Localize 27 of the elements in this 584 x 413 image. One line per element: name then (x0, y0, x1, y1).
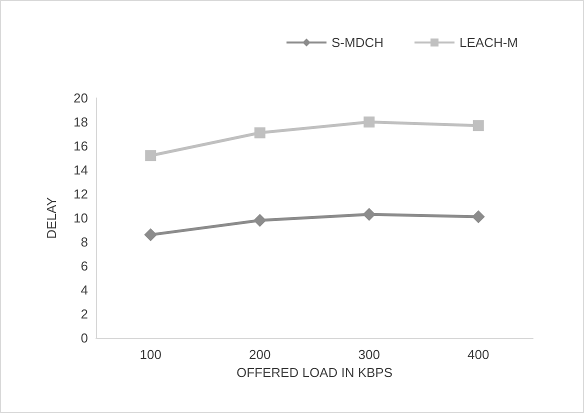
y-tick-label: 12 (74, 186, 88, 202)
y-tick-label: 14 (74, 162, 88, 178)
y-tick-label: 0 (80, 330, 88, 346)
point (472, 210, 485, 224)
x-tick-label: 100 (140, 347, 162, 362)
x-tick-label: 400 (468, 347, 490, 362)
x-tick-label: 300 (358, 347, 380, 362)
y-tick-label: 8 (80, 234, 88, 250)
y-tick-label: 4 (80, 282, 88, 298)
y-tick-label: 2 (80, 306, 88, 322)
legend-label: LEACH-M (459, 35, 518, 50)
legend-label: S-MDCH (332, 35, 384, 50)
x-tick-label: 200 (249, 347, 271, 362)
point (253, 214, 266, 227)
point (144, 228, 158, 242)
point (362, 208, 376, 221)
y-tick-label: 10 (74, 210, 88, 226)
point (472, 120, 484, 132)
y-tick-label: 6 (80, 258, 88, 274)
y-tick-label: 20 (74, 90, 88, 106)
y-axis-title: DELAY (44, 196, 59, 239)
y-tick-label: 18 (74, 114, 88, 130)
y-tick-label: 16 (74, 138, 88, 154)
point (254, 127, 266, 138)
x-axis-title: OFFERED LOAD IN KBPS (236, 364, 393, 380)
point (364, 116, 375, 128)
point (145, 150, 156, 162)
